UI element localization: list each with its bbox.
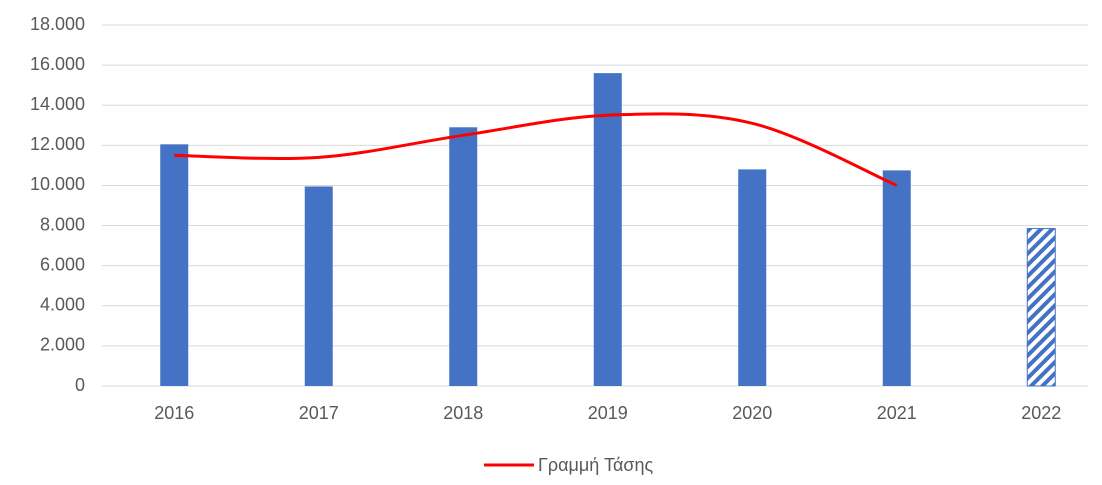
y-tick-label: 10.000 xyxy=(30,174,85,194)
bar xyxy=(160,144,189,386)
y-tick-label: 18.000 xyxy=(30,14,85,34)
x-tick-label: 2022 xyxy=(1021,403,1061,423)
y-tick-label: 12.000 xyxy=(30,134,85,154)
bar xyxy=(304,186,333,386)
x-tick-label: 2019 xyxy=(588,403,628,423)
bar xyxy=(1026,228,1056,387)
x-tick-label: 2017 xyxy=(299,403,339,423)
y-tick-label: 2.000 xyxy=(40,335,85,355)
trend-line xyxy=(174,112,898,187)
y-tick-label: 6.000 xyxy=(40,254,85,274)
bar xyxy=(882,170,911,386)
legend-label: Γραμμή Τάσης xyxy=(538,455,654,475)
bar xyxy=(738,169,767,386)
x-tick-label: 2016 xyxy=(154,403,194,423)
x-tick-label: 2018 xyxy=(443,403,483,423)
y-tick-label: 4.000 xyxy=(40,295,85,315)
bar xyxy=(593,73,622,386)
bar xyxy=(449,127,478,387)
y-tick-label: 16.000 xyxy=(30,54,85,74)
y-tick-label: 8.000 xyxy=(40,214,85,234)
y-tick-label: 14.000 xyxy=(30,94,85,114)
y-tick-label: 0 xyxy=(75,375,85,395)
x-tick-label: 2021 xyxy=(877,403,917,423)
x-tick-label: 2020 xyxy=(732,403,772,423)
